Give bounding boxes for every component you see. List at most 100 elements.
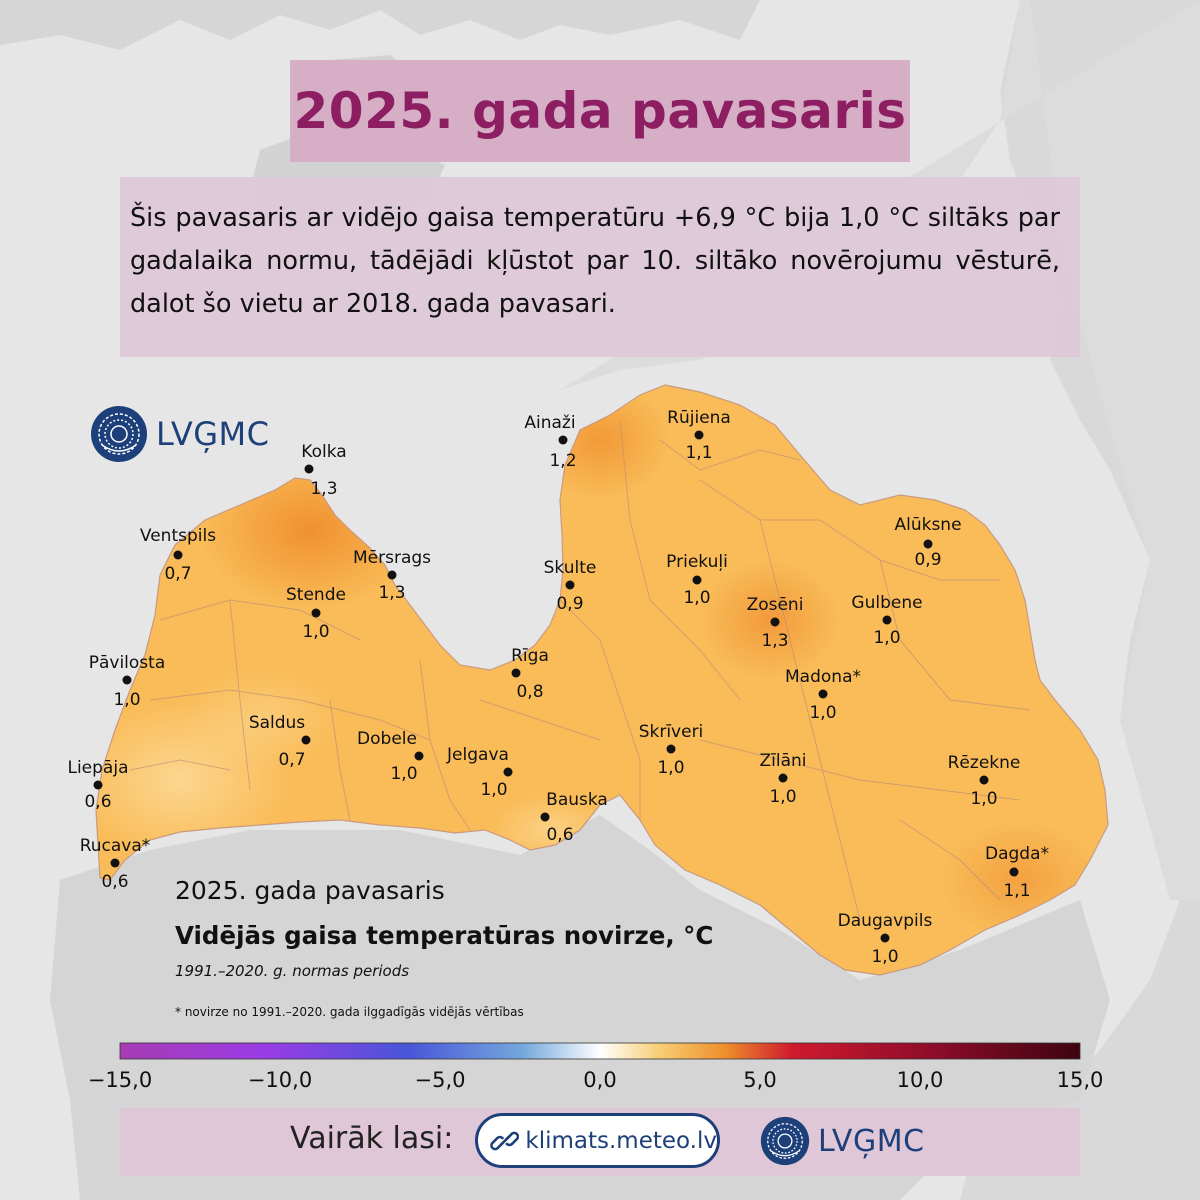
station-marker: Mērsrags 1,3 (353, 548, 431, 603)
station-value: 0,7 (278, 750, 305, 770)
station-value: 1,2 (549, 451, 576, 471)
station-value: 1,0 (970, 789, 997, 809)
station-name: Ventspils (140, 526, 216, 546)
station-marker: Dagda* 1,1 (985, 844, 1049, 901)
station-name: Zīlāni (759, 751, 806, 771)
footer: Vairāk lasi: klimats.meteo.lv LVĢMC (120, 1108, 1080, 1176)
station-dot (979, 775, 989, 785)
station-dot (503, 767, 513, 777)
station-marker: Gulbene 1,0 (851, 593, 922, 648)
station-name: Saldus (249, 713, 305, 733)
legend-colorbar (119, 1042, 1081, 1060)
station-name: Mērsrags (353, 548, 431, 568)
station-value: 0,9 (556, 594, 583, 614)
station-value: 0,6 (84, 792, 111, 812)
station-marker: Bauska 0,6 (540, 790, 608, 845)
station-marker: Daugavpils 1,0 (838, 911, 933, 967)
legend-tick-label: −5,0 (414, 1068, 466, 1092)
station-name: Rēzekne (948, 753, 1021, 773)
legend-tick-label: 5,0 (743, 1068, 777, 1092)
station-dot (558, 435, 568, 445)
station-value: 1,1 (685, 443, 712, 463)
station-name: Priekuļi (666, 552, 728, 572)
map-footnote: * novirze no 1991.–2020. gada ilggadīgās… (175, 1005, 524, 1019)
station-marker: Rūjiena 1,1 (667, 408, 731, 463)
station-dot (666, 744, 676, 754)
station-dot (882, 615, 892, 625)
station-dot (304, 464, 314, 474)
lvgmc-logo-icon (760, 1116, 810, 1166)
website-link-button[interactable]: klimats.meteo.lv (475, 1113, 720, 1168)
website-link-text[interactable]: klimats.meteo.lv (525, 1127, 717, 1154)
station-value: 1,0 (657, 758, 684, 778)
station-name: Daugavpils (838, 911, 933, 931)
station-marker: Zīlāni 1,0 (759, 751, 806, 807)
description-text: Šis pavasaris ar vidējo gaisa temperatūr… (130, 203, 1060, 319)
station-dot (770, 617, 780, 627)
legend-tick-label: 15,0 (1056, 1068, 1104, 1092)
station-value: 0,8 (516, 682, 543, 702)
title-banner: 2025. gada pavasaris (290, 60, 910, 162)
station-name: Skulte (544, 558, 597, 578)
station-value: 1,3 (378, 583, 405, 603)
station-name: Ainaži (524, 413, 575, 433)
description-box: Šis pavasaris ar vidējo gaisa temperatūr… (120, 177, 1080, 357)
station-dot (311, 608, 321, 618)
page-title: 2025. gada pavasaris (293, 82, 907, 140)
station-value: 1,0 (683, 588, 710, 608)
station-value: 1,0 (113, 690, 140, 710)
station-marker: Kolka 1,3 (301, 442, 346, 499)
station-dot (694, 430, 704, 440)
lvgmc-logo: LVĢMC (90, 405, 269, 463)
station-dot (880, 933, 890, 943)
map-period: 1991.–2020. g. normas periods (175, 962, 410, 980)
station-value: 1,0 (480, 780, 507, 800)
station-marker: Stende 1,0 (286, 585, 346, 642)
station-dot (923, 539, 933, 549)
station-value: 1,0 (871, 947, 898, 967)
station-name: Alūksne (894, 515, 961, 535)
station-marker: Ventspils 0,7 (140, 526, 216, 584)
station-dot (1009, 867, 1019, 877)
station-dot (122, 675, 132, 685)
link-chain-icon (490, 1131, 520, 1150)
station-marker: Jelgava 1,0 (446, 745, 513, 800)
station-marker: Alūksne 0,9 (894, 515, 961, 570)
lvgmc-logo-icon (91, 406, 147, 462)
station-dot (414, 751, 424, 761)
station-dot (818, 689, 828, 699)
station-value: 1,3 (310, 479, 337, 499)
footer-logo-text: LVĢMC (818, 1123, 925, 1159)
station-value: 0,9 (914, 550, 941, 570)
station-marker: Saldus 0,7 (249, 713, 311, 770)
station-value: 1,0 (302, 622, 329, 642)
station-name: Gulbene (851, 593, 922, 613)
footer-label: Vairāk lasi: (290, 1121, 454, 1156)
station-value: 1,3 (761, 631, 788, 651)
station-marker: Rēzekne 1,0 (948, 753, 1021, 809)
station-value: 0,6 (546, 825, 573, 845)
station-marker: Skrīveri 1,0 (639, 722, 704, 778)
station-marker: Skulte 0,9 (544, 558, 597, 614)
station-marker: Priekuļi 1,0 (666, 552, 728, 608)
station-name: Pāvilosta (89, 653, 166, 673)
station-dot (540, 812, 550, 822)
station-dot (778, 773, 788, 783)
station-dot (387, 570, 397, 580)
station-dot (110, 858, 120, 868)
station-dot (301, 735, 311, 745)
station-name: Skrīveri (639, 722, 704, 742)
station-marker: Rīga 0,8 (511, 646, 549, 702)
station-value: 0,7 (164, 564, 191, 584)
logo-text: LVĢMC (156, 415, 270, 453)
station-dot (692, 575, 702, 585)
station-name: Bauska (546, 790, 608, 810)
station-name: Dagda* (985, 844, 1049, 864)
station-marker: Madona* 1,0 (785, 667, 861, 723)
station-dot (93, 780, 103, 790)
legend-tick-label: 0,0 (583, 1068, 617, 1092)
legend-ticks: −15,0 −10,0 −5,0 0,0 5,0 10,0 15,0 (0, 1068, 1200, 1098)
station-dot (511, 668, 521, 678)
station-name: Zosēni (747, 595, 804, 615)
legend-tick-label: −10,0 (247, 1068, 313, 1092)
